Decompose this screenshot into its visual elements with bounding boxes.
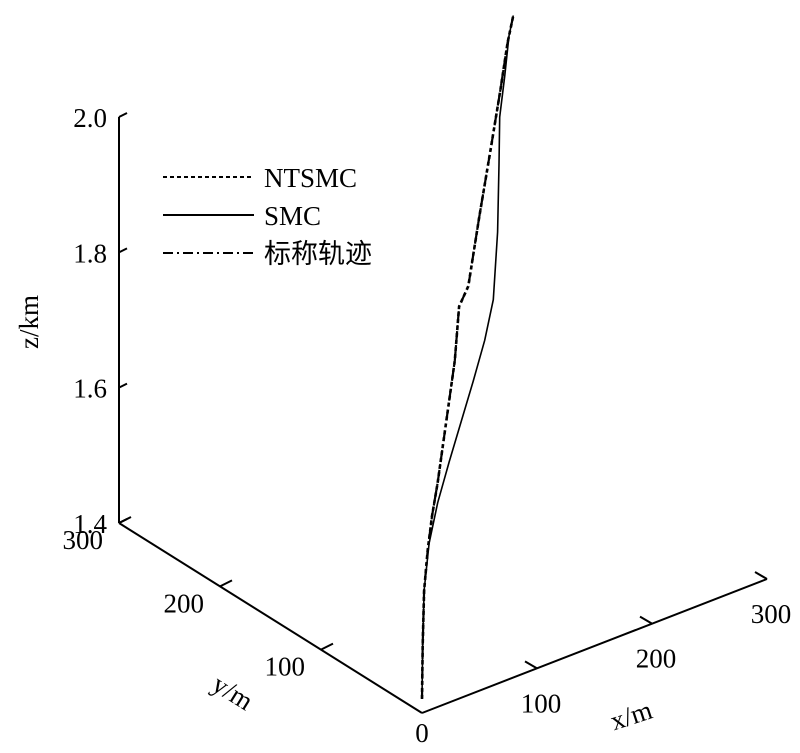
z-tick-label: 2.0 (73, 103, 107, 133)
y-tick-mark (320, 642, 334, 651)
x-tick-mark (524, 660, 538, 670)
y-tick-label: 100 (265, 652, 306, 682)
y-tick-mark (219, 579, 233, 588)
y-tick-label: 300 (63, 525, 104, 555)
z-axis-label: z/km (14, 295, 44, 349)
y-tick-label: 200 (164, 588, 205, 618)
legend-label-2: SMC (264, 201, 321, 231)
series-line-3 (420, 15, 515, 699)
z-tick-mark (118, 112, 128, 118)
axes (118, 112, 768, 714)
legend: NTSMC SMC 标称轨迹 (163, 163, 372, 269)
z-tick-label: 1.8 (73, 238, 107, 268)
x-tick-mark (639, 615, 653, 625)
z-tick-mark (118, 382, 128, 389)
series-line-2 (421, 15, 515, 699)
x-tick-label: 200 (636, 644, 677, 674)
x-tick-label: 300 (751, 599, 792, 629)
x-axis-line (421, 578, 768, 714)
z-tick-label: 1.6 (73, 374, 107, 404)
x-axis-label: x/m (607, 695, 656, 737)
y-tick-mark (118, 516, 132, 524)
axis-labels: z/km y/m x/m 0 1.4 1.6 1.8 2.0 100 200 300 100 2… (14, 103, 791, 748)
legend-label-3: 标称轨迹 (264, 239, 372, 269)
series-lines (420, 15, 515, 699)
legend-label-1: NTSMC (264, 163, 357, 193)
y-axis-label: y/m (207, 669, 259, 717)
y-axis-line (118, 522, 423, 714)
z-tick-label: 1.4 (73, 509, 107, 539)
origin-tick-label: 0 (415, 718, 429, 748)
x-tick-mark (754, 571, 768, 580)
x-tick-label: 100 (521, 688, 562, 718)
z-tick-mark (118, 247, 128, 254)
